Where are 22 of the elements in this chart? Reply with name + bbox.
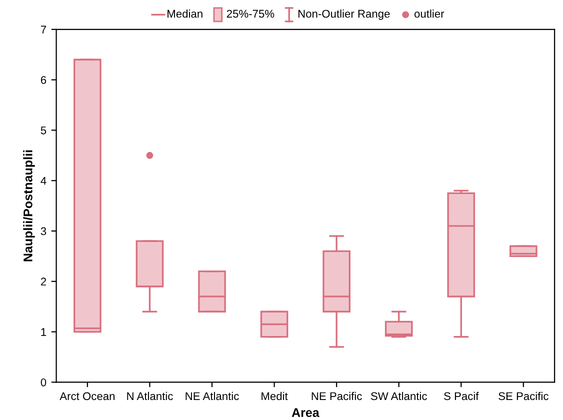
x-axis-title: Area xyxy=(292,408,320,418)
text: Non-Outlier Range xyxy=(298,10,390,20)
y-tick-label: 5 xyxy=(40,126,46,134)
y-tick-label: 6 xyxy=(40,76,46,84)
text: Median xyxy=(168,10,202,18)
x-tick-label: S Pacif xyxy=(444,392,479,400)
x-tick-label: NE Pacific xyxy=(312,392,362,400)
y-tick-label: 7 xyxy=(40,26,46,34)
x-tick-label: Arct Ocean xyxy=(60,392,115,400)
x-tick-label: Medit xyxy=(262,392,288,400)
x-tick-label: NE Atlantic xyxy=(186,392,239,400)
y-tick-label: 4 xyxy=(40,176,46,185)
y-tick-label: 1 xyxy=(41,328,46,336)
text: 25%-75% xyxy=(226,10,274,18)
x-tick-label: SE Pacific xyxy=(498,392,548,400)
y-tick-label: 3 xyxy=(40,227,46,236)
y-tick-label: 0 xyxy=(40,378,46,386)
x-tick-label: N Atlantic xyxy=(127,392,173,400)
y-tick-label: 2 xyxy=(40,278,46,286)
text: outlier xyxy=(414,10,444,18)
x-tick-label: SW Atlantic xyxy=(370,392,427,400)
y-axis-title: Nauplii/Postnauplii xyxy=(23,150,35,262)
